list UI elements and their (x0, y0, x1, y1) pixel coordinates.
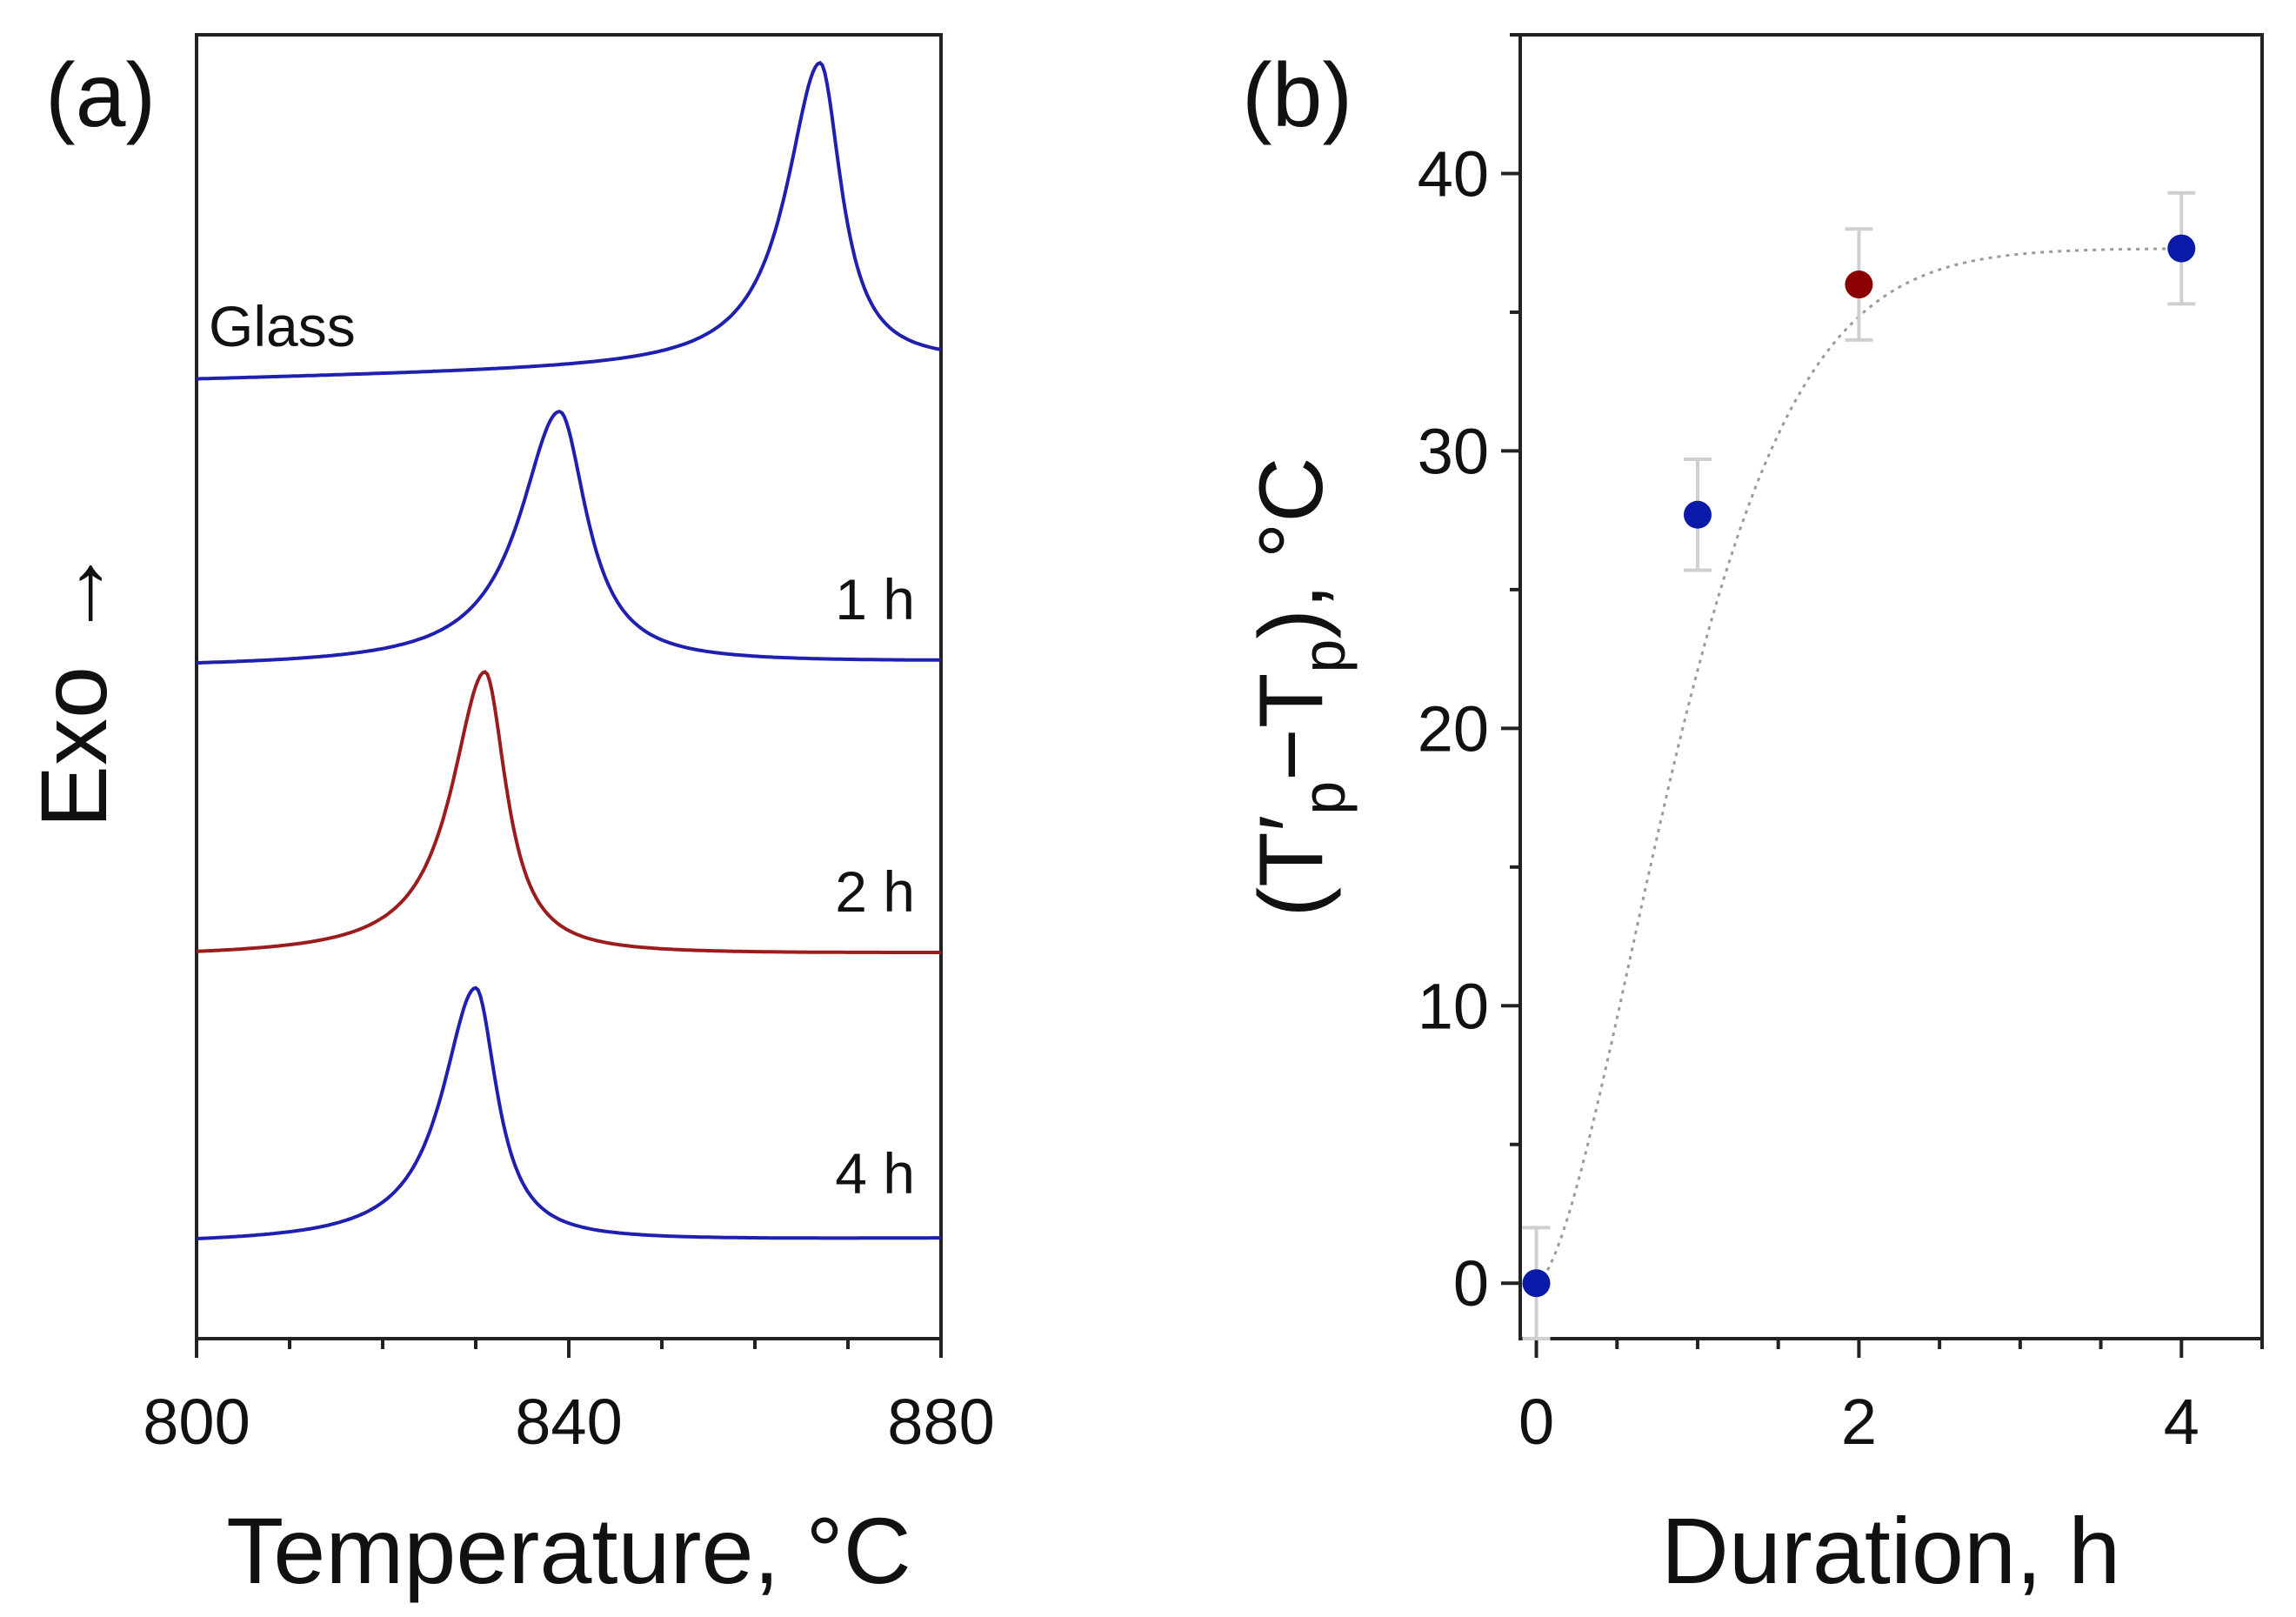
y-title-sub1: p (1290, 781, 1358, 815)
panel-b-x-tick-label-0: 0 (1518, 1386, 1554, 1458)
panel-b-ticks (1501, 33, 2264, 1358)
panel-b-label: (b) (1242, 45, 1352, 146)
panel-b-x-axis-title: Duration, h (1661, 1498, 2120, 1603)
dsc-curve-4h (196, 986, 941, 1240)
curve-label-4h: 4 h (835, 1141, 915, 1206)
panel-a-x-axis-title: Temperature, °C (226, 1498, 911, 1603)
y-title-unit: °C (1241, 458, 1342, 559)
panel-a: (a) 800 840 880 Temperature, °C Exo → Gl… (21, 33, 995, 1603)
y-title-mid: −T (1241, 673, 1342, 781)
panel-b-x-tick-label-4: 4 (2164, 1386, 2199, 1458)
panel-b-y-axis-title: (T′p−Tp), °C (1241, 458, 1358, 918)
y-title-open: (T′ (1241, 815, 1342, 918)
y-title-sub2: p (1290, 639, 1358, 673)
data-point-2 (1845, 271, 1873, 299)
panel-b: (b) 0 10 20 30 40 0 2 4 Duration, h (T′p−Tp), … (1241, 33, 2264, 1603)
y-title-close: ), (1241, 558, 1342, 638)
curve-label-1h: 1 h (835, 567, 915, 631)
panel-b-y-tick-labels: 0 10 20 30 40 (1418, 137, 1489, 1320)
dsc-curve-glass (197, 60, 942, 381)
panel-b-y-tick-label-0: 0 (1453, 1247, 1489, 1320)
panel-b-y-tick-label-20: 20 (1418, 692, 1489, 765)
curve-label-2h: 2 h (835, 859, 915, 924)
panel-b-points (1522, 190, 2196, 1340)
data-point-0 (1522, 1269, 1551, 1298)
panel-a-x-tick-label-800: 800 (143, 1386, 250, 1458)
panel-b-y-tick-label-40: 40 (1418, 137, 1489, 210)
dsc-curve-2h (196, 670, 941, 954)
panel-b-x-tick-labels: 0 2 4 (1518, 1386, 2199, 1458)
panel-b-y-tick-label-30: 30 (1418, 415, 1489, 487)
dsc-curve-1h (197, 409, 941, 665)
panel-b-frame (1518, 33, 2264, 1340)
panel-a-curves (196, 60, 942, 1240)
panel-a-x-tick-label-880: 880 (887, 1386, 994, 1458)
panel-a-y-axis-title: Exo → (21, 546, 126, 828)
data-point-1 (1683, 500, 1712, 529)
data-point-3 (2167, 234, 2196, 263)
panel-a-label: (a) (45, 45, 156, 146)
panel-a-frame (195, 33, 943, 1340)
panel-a-x-tick-label-840: 840 (515, 1386, 622, 1458)
panel-a-x-ticks (195, 1339, 943, 1358)
panel-b-x-tick-label-2: 2 (1841, 1386, 1877, 1458)
curve-label-glass: Glass (209, 294, 356, 358)
panel-b-y-tick-label-10: 10 (1418, 970, 1489, 1042)
fit-curve (1535, 247, 2182, 1285)
